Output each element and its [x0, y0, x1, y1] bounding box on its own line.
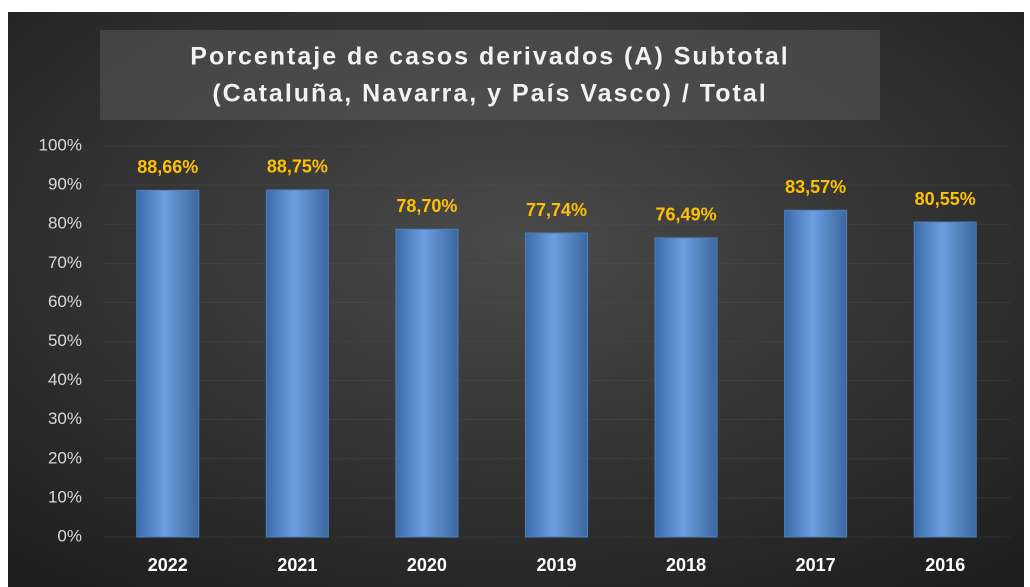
y-tick-label: 30%	[48, 409, 82, 428]
bar	[913, 221, 977, 538]
y-tick-label: 90%	[48, 175, 82, 194]
data-label: 76,49%	[656, 205, 717, 225]
x-tick-label: 2020	[407, 555, 447, 575]
y-tick-label: 100%	[39, 135, 82, 154]
bar	[784, 209, 848, 538]
bar	[136, 189, 200, 538]
bar	[525, 232, 588, 538]
x-tick-label: 2016	[925, 555, 965, 575]
y-tick-label: 10%	[48, 487, 82, 506]
x-tick-label: 2021	[277, 555, 317, 575]
data-label: 80,55%	[915, 189, 976, 209]
x-tick-label: 2017	[796, 555, 836, 575]
y-tick-label: 70%	[48, 253, 82, 272]
x-tick-label: 2019	[536, 555, 576, 575]
chart-title: Porcentaje de casos derivados (A) Subtot…	[190, 43, 789, 71]
bar	[265, 189, 329, 538]
chart-title: (Cataluña, Navarra, y País Vasco) / Tota…	[212, 80, 767, 108]
data-label: 77,74%	[526, 200, 587, 220]
y-tick-label: 40%	[48, 370, 82, 389]
data-label: 78,70%	[396, 196, 457, 216]
data-label: 83,57%	[785, 177, 846, 197]
x-tick-label: 2018	[666, 555, 706, 575]
y-tick-label: 0%	[57, 526, 82, 545]
y-tick-label: 20%	[48, 448, 82, 467]
bar	[395, 228, 459, 538]
bar	[654, 237, 718, 538]
x-tick-label: 2022	[148, 555, 188, 575]
y-tick-label: 80%	[48, 214, 82, 233]
data-label: 88,66%	[137, 157, 198, 177]
y-tick-label: 50%	[48, 331, 82, 350]
title-box	[100, 30, 880, 120]
data-label: 88,75%	[267, 157, 328, 177]
y-tick-label: 60%	[48, 292, 82, 311]
